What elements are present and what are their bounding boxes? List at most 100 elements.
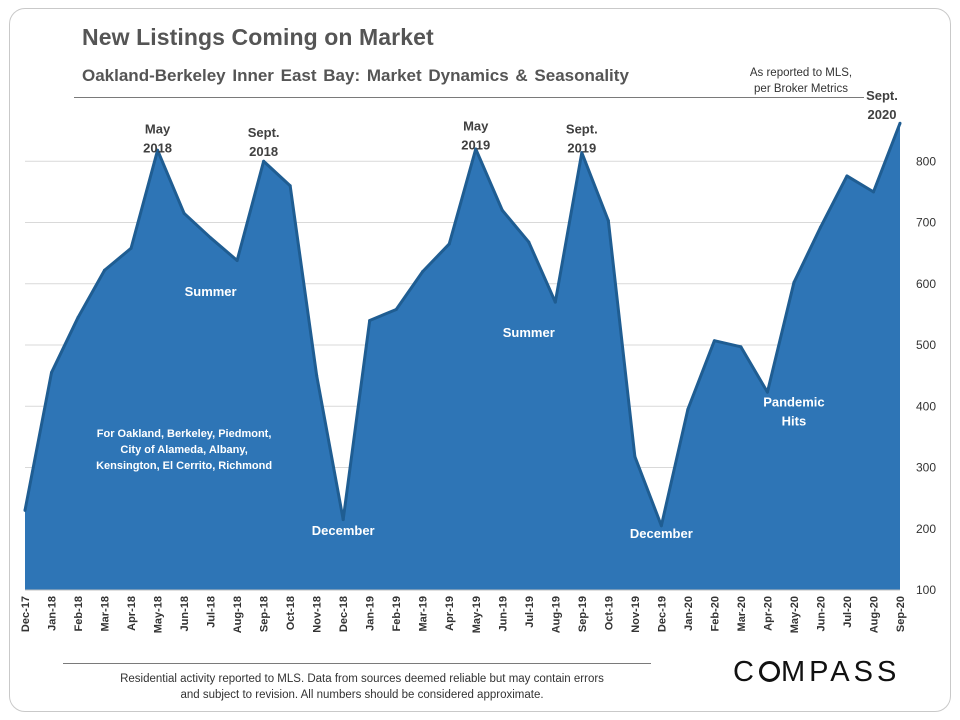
- x-tick-label: Dec-17: [20, 596, 32, 632]
- chart-annotation: Pandemic Hits: [763, 394, 824, 428]
- x-tick-label: Jan-20: [683, 596, 695, 631]
- chart-annotation: Summer: [503, 325, 555, 340]
- y-tick-label: 700: [916, 216, 936, 230]
- x-tick-label: Mar-20: [736, 596, 748, 631]
- data-point: [686, 407, 690, 411]
- data-point: [606, 219, 610, 223]
- y-tick-label: 600: [916, 277, 936, 291]
- annotation-line: December: [630, 526, 693, 541]
- chart-annotation: December: [312, 523, 375, 538]
- annotation-line: 2018: [143, 141, 172, 156]
- y-tick-label: 300: [916, 461, 936, 475]
- annotation-line: 2019: [567, 141, 596, 156]
- data-point: [156, 148, 160, 152]
- x-tick-label: Feb-20: [709, 596, 721, 631]
- x-tick-label: May-18: [153, 596, 165, 633]
- x-tick-label: Jul-20: [842, 596, 854, 628]
- data-point: [818, 225, 822, 229]
- data-point: [739, 345, 743, 349]
- x-tick-label: Jul-18: [206, 596, 218, 628]
- annotation-line: December: [312, 523, 375, 538]
- annotation-line: Sept.: [566, 122, 598, 137]
- annotation-line: Kensington, El Cerrito, Richmond: [96, 460, 272, 472]
- data-point: [500, 208, 504, 212]
- chart-annotation: May 2018: [143, 122, 172, 156]
- data-point: [103, 268, 107, 272]
- x-tick-label: Nov-19: [630, 596, 642, 633]
- data-point: [845, 174, 849, 178]
- annotation-line: Summer: [503, 325, 555, 340]
- chart-annotation: December: [630, 526, 693, 541]
- x-tick-label: Sep-19: [577, 596, 589, 632]
- x-tick-label: Aug-18: [232, 596, 244, 633]
- x-tick-label: Aug-20: [868, 596, 880, 633]
- y-tick-label: 100: [916, 583, 936, 597]
- x-tick-label: Oct-18: [285, 596, 297, 630]
- x-tick-label: May-20: [789, 596, 801, 633]
- data-point: [368, 319, 372, 322]
- data-point: [871, 190, 875, 194]
- data-point: [421, 270, 425, 273]
- x-tick-label: Jan-19: [365, 596, 377, 631]
- footer-divider: [63, 663, 651, 664]
- data-point: [262, 159, 266, 163]
- x-tick-label: May-19: [471, 596, 483, 633]
- footer-line: and subject to revision. All numbers sho…: [180, 689, 544, 701]
- source-note-line: per Broker Metrics: [754, 83, 848, 95]
- chart-title: New Listings Coming on Market: [82, 24, 434, 50]
- annotation-line: May: [463, 119, 489, 134]
- x-tick-label: Feb-18: [73, 596, 85, 631]
- x-tick-label: Jul-19: [524, 596, 536, 628]
- chart-annotation: Sept. 2018: [248, 125, 280, 159]
- annotation-line: City of Alameda, Albany,: [120, 444, 247, 456]
- source-note-line: As reported to MLS,: [749, 67, 853, 79]
- x-tick-label: Apr-19: [444, 596, 456, 631]
- source-note: As reported to MLS, per Broker Metrics: [716, 65, 886, 97]
- annotation-line: Summer: [185, 284, 237, 299]
- x-tick-label: Jan-18: [47, 596, 59, 631]
- chart-annotation: May 2019: [461, 119, 490, 153]
- data-point: [447, 242, 451, 246]
- annotation-line: Hits: [782, 413, 807, 428]
- chart-annotation: Sept. 2020: [866, 88, 898, 122]
- data-point: [23, 508, 27, 512]
- data-point: [209, 236, 213, 240]
- data-point: [580, 151, 584, 155]
- chart-annotation: Sept. 2019: [566, 122, 598, 156]
- data-point: [553, 300, 557, 304]
- y-tick-label: 400: [916, 399, 936, 413]
- data-point: [898, 121, 902, 125]
- x-tick-label: Dec-19: [656, 596, 668, 632]
- chart-annotation: Summer: [185, 284, 237, 299]
- compass-logo: C MPASS: [733, 656, 901, 688]
- data-point: [129, 246, 133, 250]
- data-point: [394, 307, 398, 311]
- data-point: [341, 518, 345, 522]
- data-point: [288, 184, 292, 188]
- x-tick-label: Dec-18: [338, 596, 350, 632]
- x-tick-label: Mar-19: [418, 596, 430, 631]
- data-point: [76, 315, 80, 319]
- x-tick-label: Sep-18: [259, 596, 271, 632]
- annotation-line: 2020: [868, 107, 897, 122]
- x-tick-label: Sep-20: [895, 596, 907, 632]
- annotation-line: May: [145, 122, 171, 137]
- y-tick-label: 200: [916, 522, 936, 536]
- annotation-line: 2019: [461, 138, 490, 153]
- annotation-line: Sept.: [866, 88, 898, 103]
- chart-subtitle: Oakland-Berkeley Inner East Bay: Market …: [82, 66, 629, 85]
- data-point: [50, 371, 54, 375]
- x-tick-label: Nov-18: [312, 596, 324, 633]
- data-point: [792, 281, 796, 285]
- annotation-line: Pandemic: [763, 394, 824, 409]
- x-tick-label: Jun-18: [179, 596, 191, 631]
- data-point: [659, 524, 663, 528]
- data-point: [712, 339, 716, 343]
- x-tick-label: Jun-19: [497, 596, 509, 631]
- data-point: [527, 240, 531, 244]
- x-tick-label: Feb-19: [391, 596, 403, 631]
- series-line: [23, 122, 902, 528]
- x-tick-label: Oct-19: [603, 596, 615, 630]
- x-tick-label: Apr-20: [762, 596, 774, 631]
